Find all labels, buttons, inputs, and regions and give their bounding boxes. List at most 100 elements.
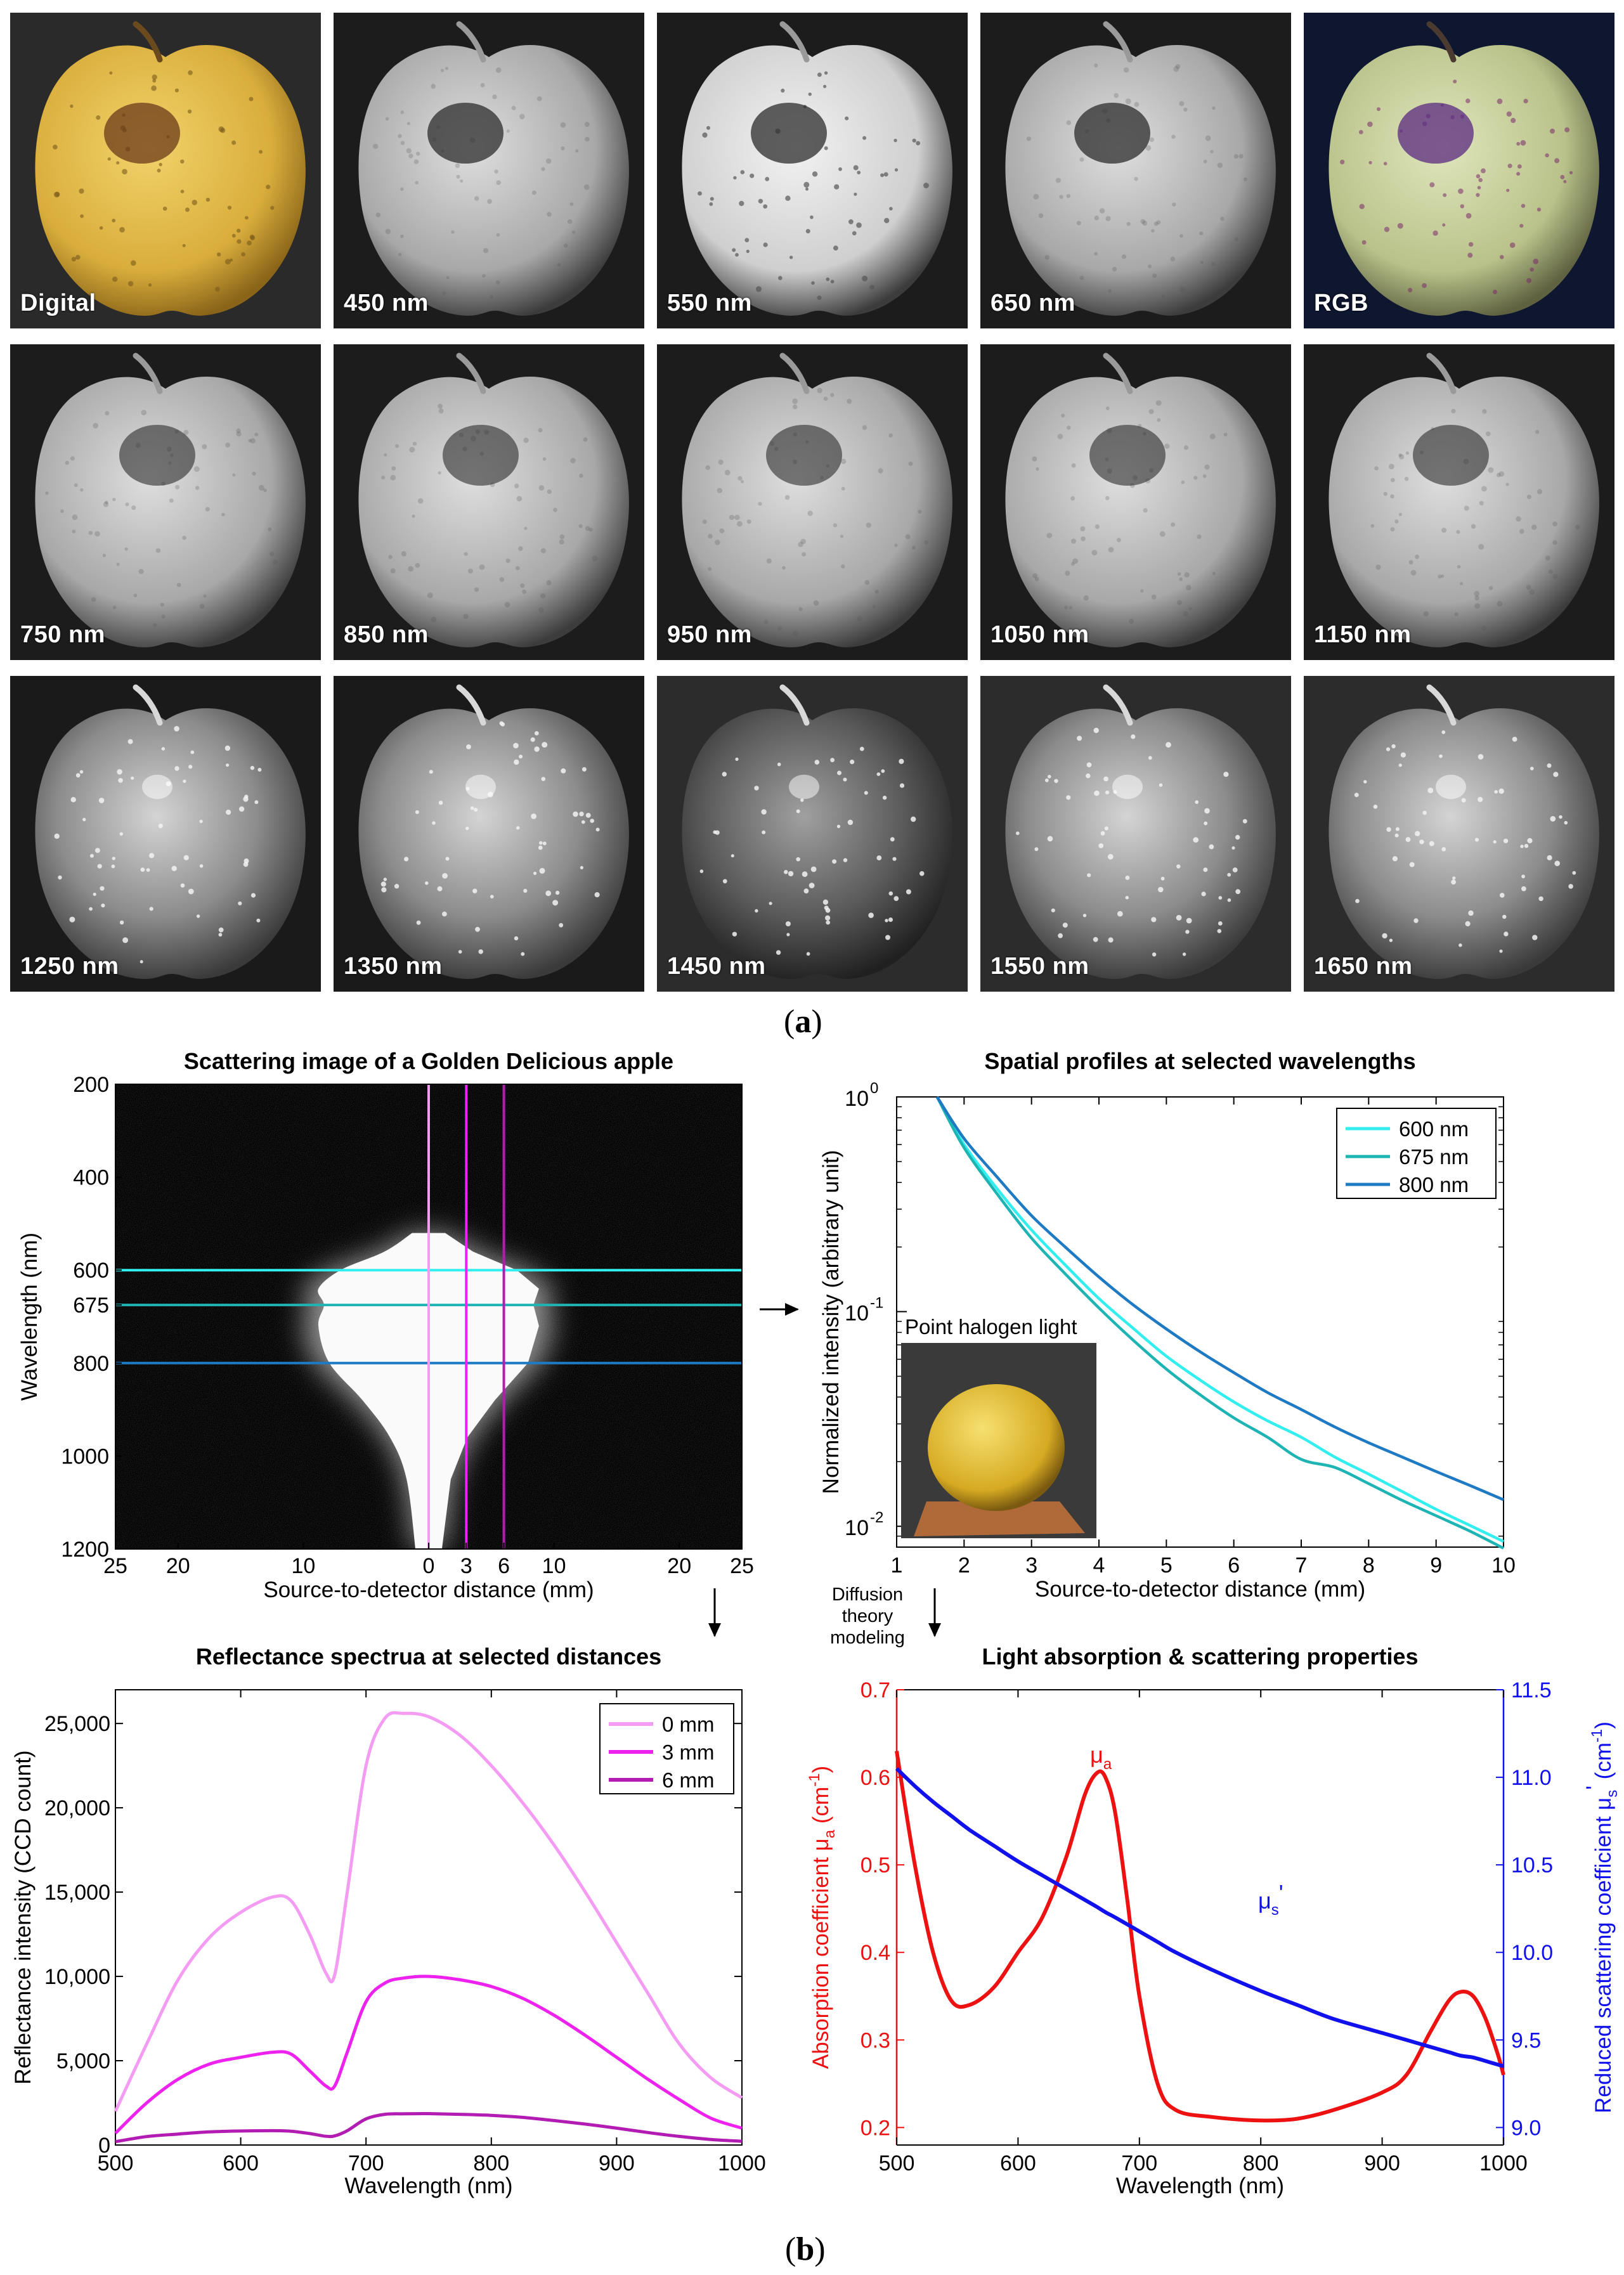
scatter-title: Scattering image of a Golden Delicious a… [184, 1048, 673, 1074]
apple-tile: 1550 nm [980, 676, 1291, 992]
apple-tile: Digital [10, 13, 321, 328]
spatial-y-tick-exp: -2 [870, 1509, 883, 1526]
spatial-legend-label: 600 nm [1399, 1117, 1469, 1141]
reflectance-series-6-mm [115, 2111, 743, 2144]
tile-label: 1050 nm [991, 621, 1089, 648]
apple-tile: 450 nm [334, 13, 644, 328]
properties-right-tick-label: 10.5 [1511, 1853, 1553, 1877]
properties-left-tick-label: 0.7 [861, 1678, 890, 1702]
tile-label: 1550 nm [991, 953, 1089, 980]
tile-label: 1150 nm [1314, 621, 1412, 648]
mus-curve-label: μs' [1258, 1880, 1283, 1919]
diffusion-label-3: modeling [830, 1628, 905, 1648]
spatial-y-tick-exp: -1 [870, 1295, 883, 1312]
spatial-x-tick-label: 3 [1025, 1553, 1037, 1578]
properties-left-tick-label: 0.6 [861, 1766, 890, 1790]
properties-right-tick-label: 9.5 [1511, 2028, 1541, 2052]
properties-x-tick-label: 1000 [1479, 2151, 1528, 2175]
reflectance-x-tick-label: 500 [98, 2151, 134, 2175]
properties-x-tick-label: 700 [1121, 2151, 1157, 2175]
spatial-x-tick-label: 1 [891, 1553, 903, 1578]
properties-series-mus [895, 1767, 1504, 2068]
properties-right-tick-label: 9.0 [1511, 2116, 1541, 2140]
tile-label: RGB [1314, 290, 1368, 316]
spatial-x-tick-label: 8 [1363, 1553, 1375, 1578]
apple-tile: 950 nm [657, 344, 968, 660]
reflectance-x-tick-label: 700 [348, 2151, 384, 2175]
panel-b-letter: b [796, 2231, 815, 2267]
scatter-y-tick-label: 675 [73, 1293, 109, 1318]
apple-tile: 750 nm [10, 344, 321, 660]
reflectance-x-tick-label: 1000 [718, 2151, 766, 2175]
scatter-x-tick-label: 25 [103, 1554, 127, 1578]
spatial-y-tick-label: 10 [845, 1087, 869, 1111]
reflectance-title: Reflectance spectrua at selected distanc… [196, 1643, 661, 1669]
properties-right-label: Reduced scattering coefficient μs' (cm-1… [1582, 1721, 1621, 2113]
apple-tile: 850 nm [334, 344, 644, 660]
properties-left-tick-label: 0.4 [861, 1941, 890, 1965]
diffusion-label-2: theory [842, 1606, 893, 1626]
spatial-x-tick-label: 6 [1228, 1553, 1240, 1578]
properties-chart: Light absorption & scattering properties… [806, 1643, 1621, 2198]
spatial-series-675-nm [935, 1096, 1505, 1550]
scatter-x-tick-label: 6 [498, 1554, 510, 1578]
spatial-series-600-nm [935, 1096, 1504, 1543]
scatter-x-tick-label: 10 [291, 1554, 315, 1578]
apple-tile: 1350 nm [334, 676, 644, 992]
properties-left-tick-label: 0.3 [861, 2028, 890, 2052]
scatter-y-tick-label: 400 [73, 1166, 109, 1190]
properties-x-tick-label: 500 [879, 2151, 915, 2175]
apple-tile: 1250 nm [10, 676, 321, 992]
reflectance-y-tick-label: 10,000 [44, 1965, 110, 1989]
tile-label: 1650 nm [1314, 953, 1413, 980]
tile-label: 1450 nm [667, 953, 766, 980]
reflectance-x-tick-label: 900 [599, 2151, 635, 2175]
properties-title: Light absorption & scattering properties [982, 1643, 1418, 1669]
reflectance-xlabel: Wavelength (nm) [344, 2174, 512, 2198]
apple-tile: 650 nm [980, 13, 1291, 328]
tile-label: 550 nm [667, 290, 752, 316]
scatter-x-tick-label: 20 [667, 1554, 691, 1578]
reflectance-legend-label: 0 mm [662, 1713, 715, 1736]
apple-tile: RGB [1304, 13, 1614, 328]
reflectance-y-tick-label: 25,000 [44, 1712, 110, 1736]
reflectance-y-tick-label: 5,000 [56, 2049, 110, 2073]
scattering-image-chart: Scattering image of a Golden Delicious a… [17, 1048, 754, 1602]
properties-right-tick-label: 11.5 [1511, 1678, 1552, 1702]
reflectance-x-tick-label: 800 [473, 2151, 509, 2175]
scatter-x-tick-label: 25 [730, 1554, 754, 1578]
spatial-x-tick-label: 4 [1093, 1553, 1105, 1578]
reflectance-y-tick-label: 20,000 [44, 1796, 110, 1820]
scatter-xlabel: Source-to-detector distance (mm) [263, 1578, 594, 1602]
apple-tile: 550 nm [657, 13, 968, 328]
tile-label: 1350 nm [344, 953, 443, 980]
inset-wood-stand [914, 1501, 1085, 1536]
spatial-title: Spatial profiles at selected wavelengths [984, 1048, 1415, 1074]
reflectance-ylabel: Reflectance intensity (CCD count) [11, 1750, 36, 2084]
spatial-ylabel: Normalized intensity (arbitrary unit) [819, 1150, 843, 1494]
reflectance-chart: Reflectance spectrua at selected distanc… [11, 1643, 766, 2198]
tile-label: 850 nm [344, 621, 429, 648]
mua-curve-label: μa [1090, 1742, 1112, 1773]
tile-label: Digital [20, 290, 96, 316]
tile-label: 950 nm [667, 621, 752, 648]
properties-right-tick-label: 10.0 [1511, 1941, 1553, 1965]
panel-a-label: (a) [784, 1004, 822, 1040]
apple-tile: 1150 nm [1304, 344, 1614, 660]
spatial-profiles-chart: Spatial profiles at selected wavelengths… [819, 1048, 1516, 1602]
reflectance-legend-label: 3 mm [662, 1740, 715, 1764]
apple-tile: 1650 nm [1304, 676, 1614, 992]
scatter-y-tick-label: 1200 [61, 1538, 109, 1562]
apple-tile: 1450 nm [657, 676, 968, 992]
properties-left-label: Absorption coefficient μa (cm-1) [806, 1766, 838, 2069]
diffusion-label-1: Diffusion [832, 1585, 903, 1605]
scatter-x-tick-label: 20 [166, 1554, 190, 1578]
panel-b-label: (b) [785, 2231, 826, 2267]
reflectance-y-tick-label: 0 [98, 2134, 110, 2158]
spatial-y-tick-label: 10 [845, 1516, 869, 1540]
spatial-x-tick-label: 7 [1296, 1553, 1308, 1578]
spatial-series-800-nm [935, 1096, 1504, 1501]
scatter-x-tick-label: 10 [542, 1554, 566, 1578]
